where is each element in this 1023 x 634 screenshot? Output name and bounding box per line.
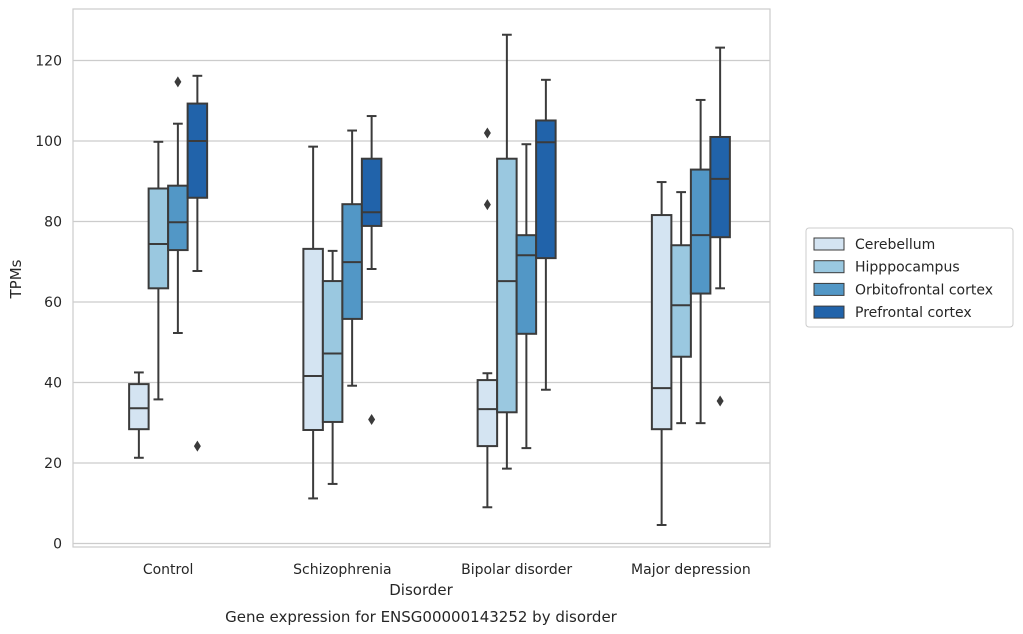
y-tick-label: 60: [44, 295, 62, 311]
x-tick-label: Schizophrenia: [293, 562, 391, 578]
outlier-point: [716, 395, 724, 407]
legend-label: Orbitofrontal cortex: [855, 282, 993, 298]
box-body: [496, 157, 518, 414]
outlier-point: [368, 414, 376, 426]
y-tick-label: 80: [44, 215, 62, 231]
x-tick-label: Bipolar disorder: [461, 562, 572, 578]
outlier-point: [193, 440, 201, 452]
box: [535, 78, 557, 391]
box: [341, 129, 363, 387]
box: [709, 46, 731, 407]
legend: Cerebellum Hipppocampus Orbitofrontal cort…: [805, 227, 1014, 328]
box-body: [360, 157, 383, 227]
box-body: [709, 135, 731, 239]
box: [167, 76, 189, 334]
box-body: [321, 280, 344, 423]
legend-swatch: [813, 305, 845, 319]
x-tick-label: Major depression: [631, 562, 751, 578]
y-axis-label: TPMs: [7, 259, 25, 299]
box-body: [147, 187, 170, 290]
box: [689, 98, 712, 425]
legend-swatch: [813, 237, 845, 251]
y-tick-labels: 0 20 40 60 80 100 120: [35, 54, 62, 553]
y-tick-label: 120: [35, 54, 62, 70]
box: [360, 115, 383, 426]
y-tick-label: 20: [44, 456, 62, 472]
x-axis-label: Disorder: [389, 581, 453, 599]
outlier-point: [483, 127, 491, 139]
box-body: [515, 234, 538, 335]
gridlines: [73, 59, 770, 545]
box-body: [167, 184, 189, 252]
box-body: [128, 383, 150, 431]
chart-caption: Gene expression for ENSG00000143252 by d…: [225, 608, 618, 626]
box-series: [128, 33, 731, 526]
box-body: [186, 102, 209, 199]
box-body: [650, 214, 673, 431]
legend-label: Prefrontal cortex: [855, 305, 972, 321]
box-body: [670, 244, 692, 358]
legend-swatch: [813, 282, 845, 296]
box-body: [535, 119, 557, 260]
y-tick-label: 40: [44, 376, 62, 392]
legend-label: Hipppocampus: [855, 260, 960, 276]
box: [650, 181, 673, 526]
box: [496, 33, 518, 470]
box: [147, 140, 170, 401]
outlier-point: [483, 199, 491, 211]
box-body: [302, 247, 324, 431]
y-tick-label: 100: [35, 134, 62, 150]
box: [670, 191, 692, 425]
outlier-point: [174, 76, 182, 88]
legend-label: Cerebellum: [855, 237, 935, 253]
x-tick-labels: Control Schizophrenia Bipolar disorder Majo…: [143, 562, 751, 578]
y-tick-label: 0: [53, 537, 62, 553]
box: [515, 143, 538, 450]
box-body: [689, 168, 712, 295]
x-tick-label: Control: [143, 562, 194, 578]
box-body: [476, 379, 499, 448]
legend-frame: [805, 227, 1014, 328]
box: [321, 249, 344, 485]
plot-frame: [72, 8, 771, 548]
legend-swatch: [813, 260, 845, 274]
box: [128, 371, 150, 459]
box: [186, 74, 209, 452]
